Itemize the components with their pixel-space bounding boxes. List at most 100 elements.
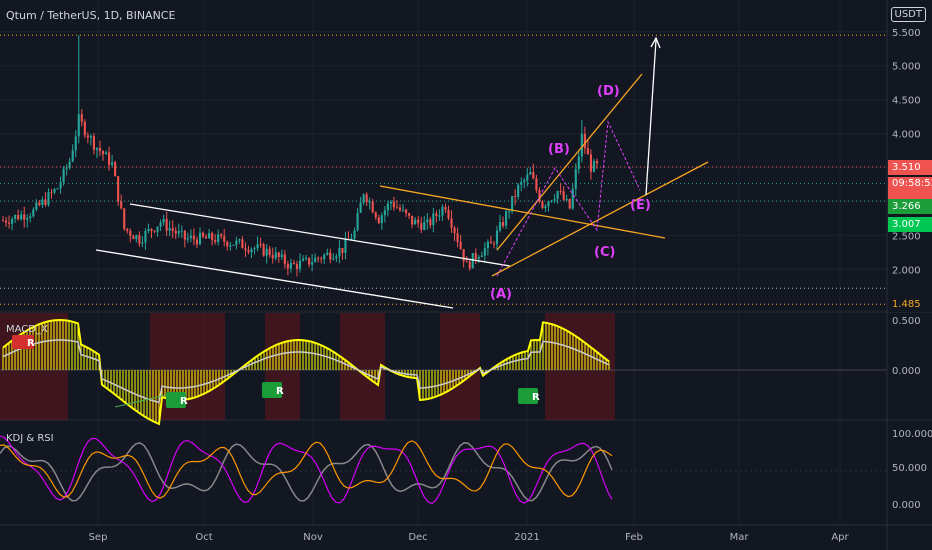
candle-body	[529, 172, 532, 175]
candle-body	[386, 203, 389, 211]
candle-body	[423, 222, 426, 230]
candle-body	[459, 241, 462, 250]
candle-body	[344, 238, 347, 253]
macd-signal-line	[2, 339, 610, 404]
price-tick-label: 5.500	[892, 28, 921, 39]
price-tick-label: 2.500	[892, 231, 921, 242]
candle-body	[101, 151, 105, 155]
macd-r-badge-label: R	[276, 386, 284, 397]
wave-label-d: (D)	[597, 84, 620, 99]
candle-body	[508, 211, 511, 213]
candle-body	[20, 214, 23, 220]
candle-body	[162, 218, 165, 223]
wedge-upper-line	[496, 73, 643, 251]
candle-body	[371, 201, 374, 213]
macd-bg-band	[340, 313, 385, 420]
candle-body	[138, 235, 141, 244]
candle-body	[468, 261, 471, 269]
candle-body	[47, 192, 50, 205]
candle-body	[477, 256, 480, 260]
candle-body	[332, 258, 335, 260]
candle-body	[250, 249, 253, 253]
candle-body	[511, 195, 514, 212]
time-tick-label: Oct	[195, 532, 212, 543]
candle-body	[286, 264, 289, 269]
triangle-lower-line	[491, 161, 709, 277]
candle-body	[356, 212, 359, 231]
candle-body	[238, 239, 241, 241]
candle-body	[74, 136, 77, 151]
macd-r-badge-label: R	[27, 338, 35, 349]
candle-body	[229, 245, 232, 247]
candle-body	[562, 191, 565, 200]
candle-body	[398, 207, 402, 211]
candle-body	[295, 263, 299, 269]
candle-body	[308, 257, 311, 265]
candle-body	[114, 162, 117, 177]
candle-body	[492, 243, 496, 245]
candle-body	[462, 249, 465, 262]
candle-body	[256, 244, 259, 249]
candle-body	[38, 202, 41, 206]
candle-body	[77, 114, 80, 137]
candle-body	[320, 258, 323, 260]
candle-body	[571, 188, 574, 209]
candle-body	[392, 201, 396, 208]
candle-body	[420, 223, 423, 230]
price-tick-label: 4.500	[892, 96, 921, 107]
candle-body	[526, 174, 529, 181]
candle-body	[53, 188, 56, 193]
candle-body	[523, 180, 526, 182]
candle-body	[1, 220, 5, 222]
candle-body	[544, 206, 547, 208]
trendlines	[95, 36, 709, 309]
macd-line	[2, 319, 610, 426]
symbol-title[interactable]: Qtum / TetherUS, 1D, BINANCE	[6, 9, 176, 22]
wave-label-b: (B)	[548, 142, 570, 157]
candle-body	[535, 178, 538, 190]
candle-body	[274, 252, 277, 259]
candle-body	[262, 244, 265, 256]
candle-body	[589, 154, 592, 172]
candle-body	[577, 156, 580, 170]
time-tick-label: 2021	[514, 532, 539, 543]
macd-r-badge-label: R	[180, 396, 188, 407]
price-tick-label: 5.000	[892, 62, 921, 73]
kdj-rsi-label[interactable]: KDJ & RSI	[6, 433, 54, 444]
candle-body	[335, 256, 338, 259]
candle-body	[111, 162, 114, 165]
candle-body	[153, 230, 156, 232]
candle-body	[480, 255, 483, 257]
candle-body	[217, 234, 220, 243]
candle-body	[165, 218, 168, 231]
candle-body	[541, 201, 544, 208]
candle-body	[447, 209, 450, 219]
candle-body	[32, 209, 35, 217]
candle-body	[383, 210, 386, 216]
macd-label[interactable]: MACD_X	[6, 324, 48, 335]
candle-body	[98, 147, 102, 152]
candle-body	[426, 219, 429, 223]
currency-button[interactable]: USDT	[890, 7, 926, 22]
price-tick-label: 2.000	[892, 265, 921, 276]
candle-body	[574, 169, 577, 189]
macd-tick-label: 0.500	[892, 316, 921, 327]
price-tick-label: 4.000	[892, 130, 921, 141]
candle-body	[265, 248, 268, 256]
kdj-tick-label: 50.000	[892, 463, 927, 474]
candle-body	[323, 254, 326, 260]
kdj-rsi-pane	[0, 435, 887, 504]
candle-body	[471, 253, 474, 269]
green-price-tag: 3.007	[888, 217, 932, 232]
macd-divergence-line	[114, 392, 176, 408]
candle-body	[68, 161, 71, 168]
candle-body	[374, 212, 377, 218]
candle-body	[89, 136, 92, 138]
candle-body	[168, 228, 171, 231]
macd-r-badge	[166, 392, 186, 408]
candle-body	[92, 136, 95, 150]
macd-r-badge	[518, 388, 538, 404]
candle-body	[417, 219, 420, 224]
